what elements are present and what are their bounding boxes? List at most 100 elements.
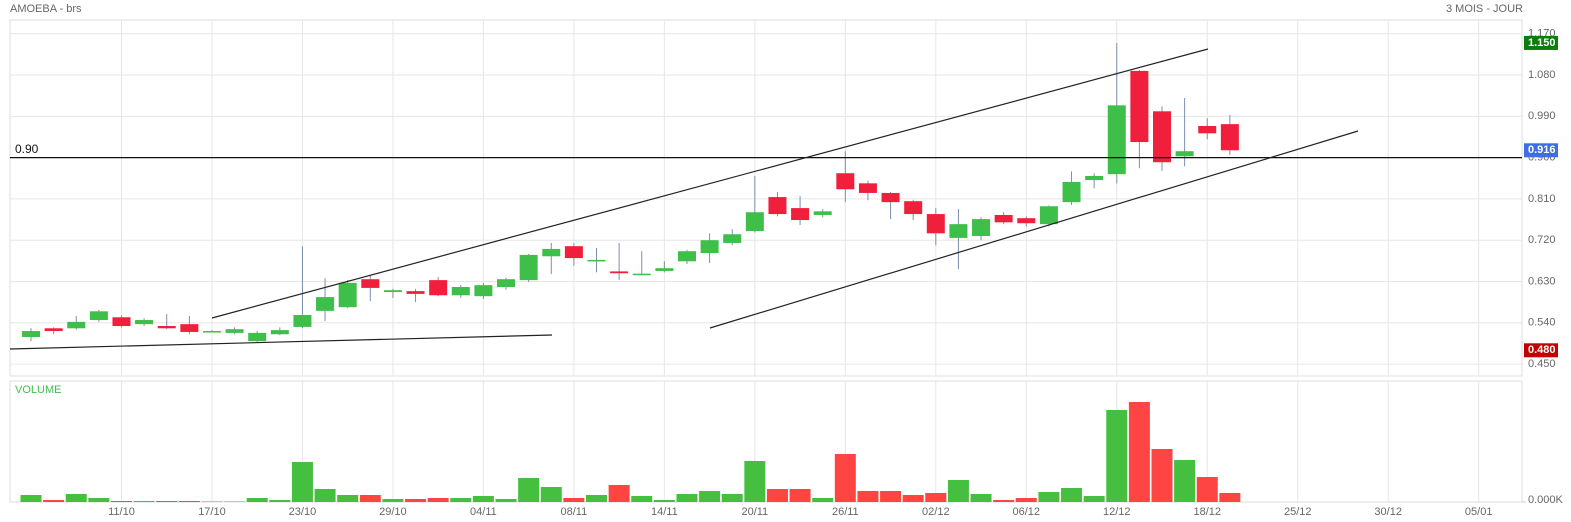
x-tick-label: 12/12 [1103, 506, 1131, 518]
y-tick-label: 0.630 [1528, 275, 1556, 287]
candle-body [225, 329, 244, 333]
candle-body [293, 314, 312, 327]
volume-bar [269, 500, 291, 502]
volume-bar [608, 485, 630, 502]
candle-body [1198, 125, 1217, 134]
volume-bar [586, 495, 607, 502]
candle-body [836, 173, 855, 190]
candle-body [474, 285, 493, 297]
y-tick-label: 0.000K [1528, 494, 1564, 506]
candle-body [383, 290, 402, 293]
volume-bar [540, 487, 562, 502]
volume-bar [902, 495, 924, 502]
price-badge-label: 1.150 [1528, 37, 1556, 49]
y-tick-label: 0.810 [1528, 193, 1556, 205]
volume-bar [20, 495, 42, 502]
volume-bar [1151, 449, 1173, 502]
volume-bar [1038, 492, 1060, 502]
candle-body [655, 268, 674, 271]
volume-bar [224, 501, 246, 502]
x-tick-label: 18/12 [1193, 506, 1221, 518]
y-tick-label: 0.720 [1528, 234, 1556, 246]
volume-bar [857, 491, 879, 502]
candle-body [949, 224, 968, 238]
candle-body [972, 219, 991, 237]
candle-body [44, 328, 63, 332]
volume-bar [1106, 410, 1128, 502]
volume-bar [405, 499, 427, 502]
candle-body [791, 208, 810, 221]
candle-body [89, 311, 108, 321]
volume-bar [653, 500, 675, 502]
volume-bar [427, 498, 449, 502]
volume-bar [314, 489, 336, 502]
volume-bar [133, 501, 155, 502]
candle-body [316, 297, 335, 311]
volume-bar [812, 498, 834, 502]
candle-body [926, 214, 945, 234]
candle-body [22, 331, 40, 338]
volume-title: VOLUME [15, 384, 61, 396]
volume-bar [88, 498, 110, 502]
volume-bar [563, 498, 585, 502]
y-tick-label: 0.540 [1528, 317, 1556, 329]
volume-bar [699, 491, 721, 502]
x-tick-label: 29/10 [379, 506, 407, 518]
volume-bar [65, 494, 87, 502]
price-panel [9, 19, 1523, 377]
price-badge [1524, 143, 1558, 158]
volume-bar [450, 498, 472, 502]
candle-body [1153, 111, 1171, 163]
x-tick-label: 14/11 [651, 506, 678, 518]
volume-bar [495, 499, 517, 502]
volume-bar [518, 478, 540, 502]
chart-title: AMOEBA - brs [10, 3, 82, 15]
candle-body [112, 317, 131, 326]
volume-bar [359, 495, 381, 502]
volume-bar [970, 494, 992, 502]
reference-label: 0.90 [15, 142, 39, 156]
candle-body [1085, 175, 1104, 181]
x-tick-label: 04/11 [470, 506, 497, 518]
chart-subtitle: 3 MOIS - JOUR [1446, 3, 1523, 15]
candle-body [745, 212, 764, 232]
candle-body [497, 279, 516, 287]
volume-bar [721, 494, 743, 502]
candle-body [519, 254, 538, 281]
x-tick-label: 30/12 [1374, 506, 1402, 518]
candle-body [813, 211, 832, 215]
candle-body [723, 234, 742, 243]
candle-body [904, 201, 923, 215]
x-tick-label: 02/12 [922, 506, 950, 518]
volume-bar [834, 454, 856, 502]
candle-body [858, 183, 877, 193]
candle-body [451, 287, 470, 296]
volume-bar [1174, 460, 1196, 502]
volume-bar [880, 491, 902, 502]
volume-bar [1083, 496, 1105, 502]
candle-body [700, 240, 719, 254]
volume-bar [1128, 402, 1150, 502]
x-tick-label: 26/11 [832, 506, 859, 518]
candle-body [564, 246, 583, 259]
volume-bar [291, 462, 313, 502]
candle-body [994, 214, 1013, 223]
volume-bar [472, 496, 494, 502]
volume-bar [246, 498, 268, 502]
candle-body [1017, 218, 1036, 224]
candle-body [587, 259, 606, 262]
candle-body [1130, 70, 1149, 143]
candle-body [632, 273, 651, 276]
y-tick-label: 1.080 [1528, 69, 1556, 81]
trendlines [9, 48, 1359, 350]
volume-bar [789, 489, 811, 502]
volume-bar [766, 489, 788, 502]
candle-body [338, 282, 357, 308]
volume-bar [1219, 493, 1241, 502]
candle-body [248, 332, 267, 342]
price-badge [1524, 343, 1558, 358]
candle-body [542, 248, 561, 257]
x-tick-label: 05/01 [1465, 506, 1493, 518]
volume-bar [993, 500, 1015, 502]
